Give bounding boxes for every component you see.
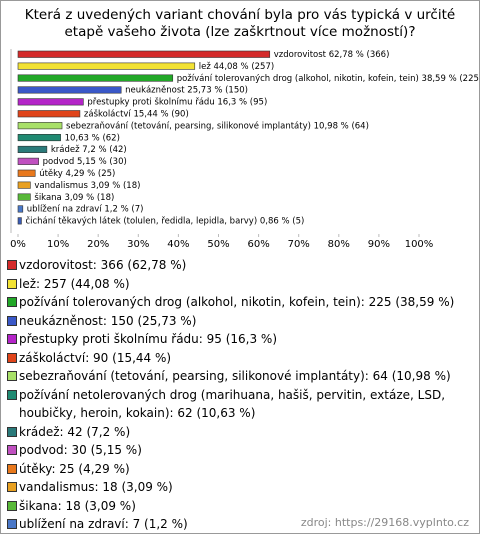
legend-label: lež: 257 (44,08 %) bbox=[19, 276, 130, 291]
x-tick-label: 100% bbox=[405, 239, 434, 250]
chart: 0% 10% 20% 30% 40% 50% 60% 70% 80% 90% 100% vzdorov… bbox=[10, 49, 479, 250]
legend-label: vzdorovitost: 366 (62,78 %) bbox=[19, 258, 187, 272]
legend-item: útěky: 25 (4,29 %) bbox=[7, 460, 475, 479]
bar bbox=[17, 62, 196, 70]
x-tick-label: 10% bbox=[47, 239, 69, 250]
legend-label: záškoláctví: 90 (15,44 %) bbox=[19, 350, 172, 365]
x-tick-label: 30% bbox=[127, 239, 149, 250]
legend-label: útěky: 25 (4,29 %) bbox=[19, 461, 130, 476]
legend-swatch bbox=[7, 371, 17, 381]
bar bbox=[17, 181, 31, 189]
legend: vzdorovitost: 366 (62,78 %) lež: 257 (44,… bbox=[7, 256, 475, 533]
bar bbox=[17, 193, 31, 201]
chart-title: Která z uvedených variant chování byla p… bbox=[24, 7, 456, 40]
bar bbox=[17, 169, 36, 177]
legend-item: záškoláctví: 90 (15,44 %) bbox=[7, 349, 475, 368]
bar bbox=[17, 50, 271, 58]
legend-swatch bbox=[7, 500, 17, 511]
x-tick-label: 20% bbox=[87, 239, 109, 250]
bar-label: požívání tolerovaných drog (alkohol, nik… bbox=[177, 74, 479, 84]
bar-label: ublížení na zdraví 1,2 % (7) bbox=[27, 205, 144, 215]
legend-label: vandalismus: 18 (3,09 %) bbox=[19, 480, 173, 494]
x-tick-label: 50% bbox=[207, 239, 229, 250]
bar-label: vzdorovitost 62,78 % (366) bbox=[274, 50, 390, 60]
legend-label: sebezraňování (tetování, pearsing, silik… bbox=[19, 369, 451, 383]
legend-label: ublížení na zdraví: 7 (1,2 %) bbox=[19, 517, 188, 531]
x-tick-label: 0% bbox=[10, 239, 26, 250]
legend-swatch bbox=[7, 463, 17, 474]
bar bbox=[17, 217, 22, 225]
legend-swatch bbox=[7, 482, 17, 492]
legend-item: požívání tolerovaných drog (alkohol, nik… bbox=[7, 293, 475, 312]
legend-label: požívání tolerovaných drog (alkohol, nik… bbox=[19, 295, 455, 309]
legend-item: vandalismus: 18 (3,09 %) bbox=[7, 478, 475, 497]
legend-swatch bbox=[7, 334, 17, 344]
bar bbox=[17, 98, 84, 106]
bar bbox=[17, 157, 39, 165]
bar-label: záškoláctví 15,44 % (90) bbox=[84, 109, 189, 120]
bar bbox=[17, 86, 122, 94]
bar bbox=[17, 110, 81, 118]
bar-label: neukázněnost 25,73 % (150) bbox=[125, 86, 248, 96]
legend-swatch bbox=[7, 352, 17, 363]
bar-label: vandalismus 3,09 % (18) bbox=[34, 181, 140, 191]
bar-label: lež 44,08 % (257) bbox=[199, 62, 274, 72]
bar-label: čichání těkavých látek (tolulen, ředidla… bbox=[25, 216, 304, 227]
legend-label: podvod: 30 (5,15 %) bbox=[19, 443, 142, 457]
bar-label: přestupky proti školnímu řádu 16,3 % (95… bbox=[87, 97, 267, 108]
legend-item: požívání netolerovaných drog (marihuana,… bbox=[7, 386, 475, 423]
legend-item: neukázněnost: 150 (25,73 %) bbox=[7, 312, 475, 331]
legend-swatch bbox=[7, 426, 17, 437]
legend-item: lež: 257 (44,08 %) bbox=[7, 275, 475, 294]
bar-label: 10,63 % (62) bbox=[65, 133, 120, 143]
bar bbox=[17, 74, 174, 82]
legend-swatch bbox=[7, 389, 17, 400]
legend-item: podvod: 30 (5,15 %) bbox=[7, 441, 475, 460]
legend-label: šikana: 18 (3,09 %) bbox=[19, 498, 136, 513]
legend-swatch bbox=[7, 519, 17, 529]
bar-label: sebezraňování (tetování, pearsing, silik… bbox=[66, 120, 369, 131]
bar bbox=[17, 145, 48, 153]
legend-label: přestupky proti školnímu řádu: 95 (16,3 … bbox=[19, 332, 278, 346]
legend-label: neukázněnost: 150 (25,73 %) bbox=[19, 313, 197, 328]
legend-item: sebezraňování (tetování, pearsing, silik… bbox=[7, 367, 475, 386]
x-tick-label: 80% bbox=[328, 239, 350, 250]
x-tick-label: 40% bbox=[167, 239, 189, 250]
legend-swatch bbox=[7, 297, 17, 307]
legend-label: požívání netolerovaných drog (marihuana,… bbox=[19, 387, 446, 421]
bar-label: útěky 4,29 % (25) bbox=[39, 169, 115, 179]
legend-swatch bbox=[7, 260, 17, 270]
legend-swatch bbox=[7, 315, 17, 326]
legend-label: krádež: 42 (7,2 %) bbox=[19, 424, 131, 439]
legend-item: vzdorovitost: 366 (62,78 %) bbox=[7, 256, 475, 275]
legend-item: šikana: 18 (3,09 %) bbox=[7, 497, 475, 516]
legend-item: ublížení na zdraví: 7 (1,2 %) bbox=[7, 515, 475, 533]
bar-label: krádež 7,2 % (42) bbox=[51, 145, 127, 155]
bar-label: šikana 3,09 % (18) bbox=[34, 192, 114, 203]
legend-swatch bbox=[7, 278, 17, 289]
x-tick-label: 60% bbox=[247, 239, 269, 250]
bar bbox=[17, 205, 24, 213]
bar bbox=[17, 122, 63, 130]
source: zdroj: https://29168.vyplnto.cz bbox=[300, 516, 469, 529]
bar bbox=[17, 134, 61, 142]
legend-item: přestupky proti školnímu řádu: 95 (16,3 … bbox=[7, 330, 475, 349]
x-tick-label: 90% bbox=[368, 239, 390, 250]
legend-swatch bbox=[7, 445, 17, 455]
x-tick-label: 70% bbox=[288, 239, 310, 250]
bar-label: podvod 5,15 % (30) bbox=[43, 157, 127, 167]
legend-item: krádež: 42 (7,2 %) bbox=[7, 423, 475, 442]
